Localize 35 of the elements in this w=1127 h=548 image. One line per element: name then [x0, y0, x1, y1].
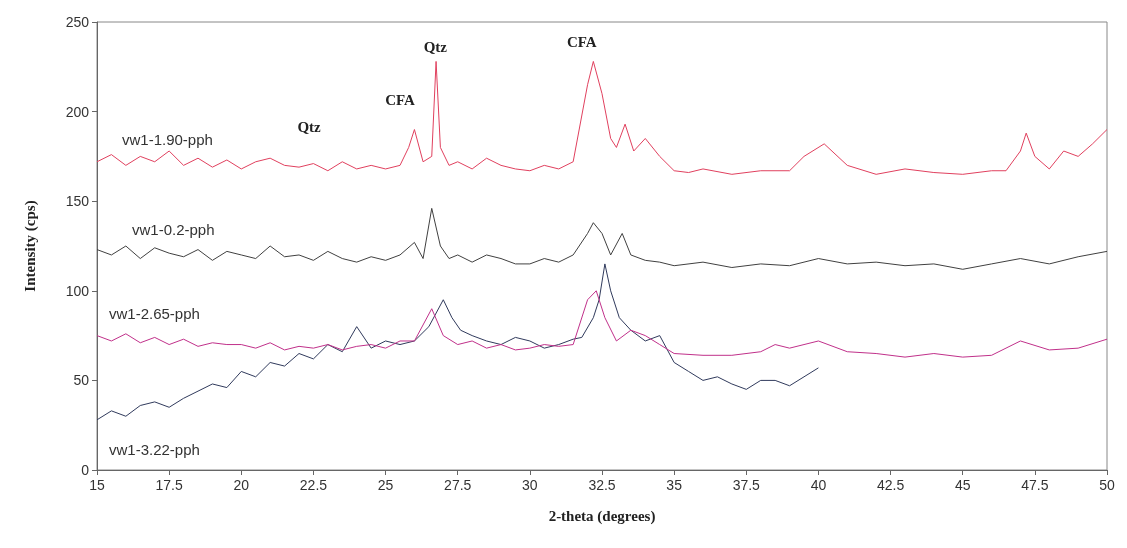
- x-tick-label: 22.5: [299, 477, 328, 493]
- annotation: Qtz: [423, 38, 448, 55]
- annotation: CFA: [566, 34, 597, 51]
- x-tick-label: 27.5: [444, 477, 472, 493]
- series-label: vw1-3.22-pph: [109, 441, 200, 459]
- y-tick-label: 250: [65, 14, 90, 30]
- x-tick-label: 37.5: [732, 477, 761, 493]
- x-tick-label: 30: [522, 477, 538, 493]
- y-tick-label: 200: [65, 103, 90, 120]
- x-tick-label: 42.5: [876, 477, 905, 493]
- y-tick-label: 0: [81, 462, 90, 478]
- x-axis-title: 2-theta (degrees): [548, 507, 656, 525]
- x-tick-label: 15: [89, 477, 105, 493]
- line-series: [96, 263, 819, 421]
- x-tick-label: 35: [666, 477, 683, 493]
- y-axis-title: Intensity (cps): [21, 200, 39, 292]
- x-tick-label: 45: [954, 477, 971, 493]
- y-tick-label: 100: [65, 282, 90, 299]
- x-tick-label: 47.5: [1021, 477, 1049, 493]
- y-tick-label: 50: [73, 372, 90, 389]
- x-tick-label: 50: [1099, 477, 1115, 493]
- line-series: [96, 60, 1108, 175]
- x-tick-label: 20: [233, 477, 250, 493]
- line-series: [96, 207, 1108, 270]
- y-tick-label: 150: [65, 193, 90, 210]
- x-tick-label: 32.5: [588, 477, 616, 493]
- x-tick-label: 25: [377, 477, 394, 493]
- series-label: vw1-0.2-pph: [132, 221, 215, 239]
- line-series: [96, 290, 1108, 358]
- x-tick-label: 17.5: [155, 477, 183, 493]
- series-label: vw1-2.65-pph: [109, 305, 200, 323]
- annotation: CFA: [385, 92, 416, 109]
- series-label: vw1-1.90-pph: [122, 131, 213, 149]
- annotation: Qtz: [297, 119, 322, 136]
- x-tick-label: 40: [810, 477, 827, 493]
